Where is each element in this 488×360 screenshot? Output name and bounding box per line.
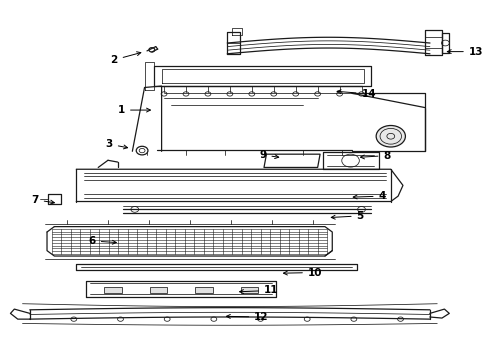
Text: 9: 9 [259,150,278,160]
Bar [149,287,167,293]
Text: 3: 3 [105,139,127,149]
Text: 12: 12 [226,312,268,322]
Circle shape [136,146,148,155]
Text: 8: 8 [360,150,390,161]
Text: 7: 7 [31,195,54,205]
Text: 4: 4 [352,191,385,201]
Circle shape [375,126,405,147]
Text: 10: 10 [283,267,322,278]
Text: 14: 14 [336,89,375,99]
Text: 11: 11 [239,285,278,296]
Bar [240,287,258,293]
Bar [104,287,122,293]
Bar [195,287,212,293]
Text: 5: 5 [330,211,363,221]
Text: 1: 1 [118,105,150,115]
Text: 2: 2 [110,52,141,65]
Text: 13: 13 [447,46,482,57]
Text: 6: 6 [88,236,116,246]
